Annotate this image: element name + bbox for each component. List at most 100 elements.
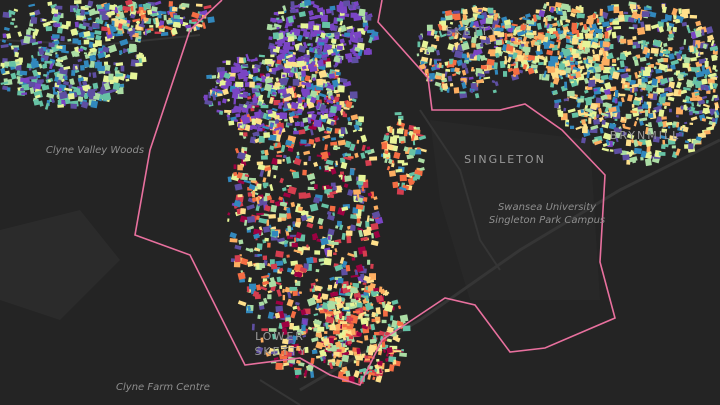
- building: [314, 14, 323, 19]
- building: [112, 82, 121, 91]
- building: [168, 1, 173, 8]
- building: [365, 286, 369, 291]
- building: [262, 225, 271, 233]
- building: [316, 48, 322, 56]
- building: [294, 67, 297, 72]
- building: [342, 287, 349, 294]
- building: [461, 53, 467, 59]
- building: [615, 132, 621, 139]
- building: [545, 19, 548, 26]
- building: [488, 34, 497, 43]
- building: [331, 79, 339, 88]
- building: [347, 57, 353, 63]
- building: [297, 96, 303, 104]
- building: [233, 62, 241, 68]
- building: [302, 117, 309, 123]
- building: [386, 347, 393, 354]
- building: [332, 99, 336, 104]
- building: [138, 38, 141, 42]
- building: [245, 100, 250, 106]
- building: [51, 13, 61, 23]
- building: [663, 105, 667, 110]
- building: [256, 243, 263, 250]
- building: [79, 45, 88, 51]
- building: [48, 42, 55, 48]
- building: [545, 56, 548, 63]
- building: [464, 67, 469, 74]
- building: [292, 335, 298, 339]
- building: [313, 327, 319, 332]
- building: [75, 87, 82, 96]
- building: [384, 368, 390, 373]
- building: [375, 294, 384, 303]
- building: [492, 30, 501, 36]
- building: [289, 8, 297, 14]
- building: [626, 133, 635, 140]
- building: [285, 54, 294, 59]
- boundary: [134, 0, 616, 386]
- building: [623, 126, 631, 130]
- building: [300, 309, 307, 316]
- building: [426, 24, 433, 32]
- building: [246, 286, 250, 292]
- building: [282, 288, 285, 293]
- building: [678, 8, 682, 14]
- building: [342, 324, 347, 328]
- building: [552, 89, 559, 96]
- building: [689, 122, 694, 125]
- building: [296, 60, 305, 67]
- building: [702, 103, 710, 108]
- building: [370, 303, 374, 307]
- building: [114, 66, 119, 72]
- building: [338, 224, 344, 231]
- building: [365, 14, 372, 21]
- building: [365, 179, 369, 183]
- building: [13, 8, 19, 12]
- building: [102, 46, 110, 53]
- building: [347, 116, 351, 122]
- building: [362, 282, 367, 285]
- building: [689, 66, 698, 73]
- building: [91, 10, 99, 16]
- building: [135, 62, 143, 67]
- building: [370, 289, 377, 297]
- building: [181, 2, 190, 8]
- building: [646, 5, 652, 9]
- building: [303, 102, 307, 108]
- building: [143, 17, 149, 22]
- building: [292, 79, 300, 86]
- building: [266, 65, 270, 71]
- building: [279, 49, 287, 55]
- building: [519, 16, 526, 21]
- building: [675, 148, 681, 156]
- place-label: SINGLETON: [464, 153, 546, 166]
- building: [326, 211, 332, 216]
- building: [229, 238, 238, 243]
- building: [369, 282, 376, 289]
- building: [237, 194, 243, 198]
- building: [256, 346, 264, 355]
- building: [341, 354, 350, 363]
- building: [379, 288, 386, 295]
- building: [713, 94, 718, 99]
- building: [253, 233, 260, 240]
- building: [645, 84, 654, 92]
- building: [421, 40, 429, 49]
- building: [347, 340, 353, 345]
- building: [108, 88, 117, 94]
- place-label: Swansea University: [498, 202, 597, 213]
- building: [375, 374, 383, 383]
- building: [130, 5, 134, 12]
- building: [667, 126, 671, 129]
- building: [684, 121, 688, 125]
- building: [593, 119, 601, 125]
- building: [420, 56, 429, 63]
- building: [702, 107, 709, 115]
- building: [263, 83, 273, 92]
- building: [652, 39, 662, 48]
- building: [461, 82, 467, 89]
- building: [116, 11, 125, 20]
- building: [356, 347, 361, 355]
- building: [234, 255, 241, 263]
- building: [347, 189, 354, 197]
